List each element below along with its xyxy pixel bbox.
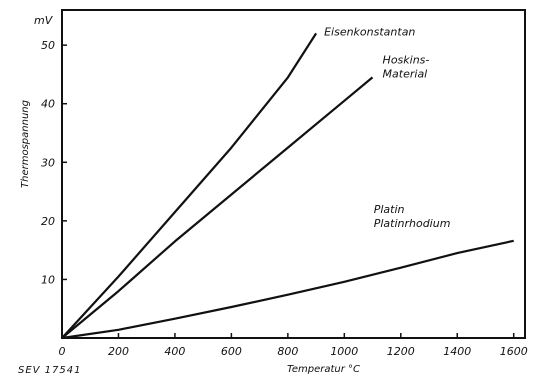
x-tick-label: 1000 <box>330 345 358 358</box>
series-label: Eisenkonstantan <box>324 25 415 38</box>
figure-id: SEV 17541 <box>18 365 82 376</box>
labels-group: mV Temperatur °C Thermospannung SEV 17541 Ei… <box>18 14 450 376</box>
x-tick-label: 1600 <box>500 345 528 358</box>
series-group <box>61 32 514 340</box>
plot-frame <box>61 9 526 339</box>
y-tick-label: 20 <box>41 215 55 228</box>
x-tick-label: 200 <box>108 345 129 358</box>
ticks-group: 0 200 400 600 800 1000 1200 1400 1600 10 20 30 40 50 <box>41 39 528 358</box>
series-line <box>61 32 318 339</box>
y-unit-label: mV <box>34 14 54 27</box>
series-label: Material <box>383 67 428 80</box>
x-tick-label: 0 <box>59 345 66 358</box>
x-tick-label: 1400 <box>443 345 471 358</box>
series-label: Platin <box>374 203 405 216</box>
x-tick-label: 1200 <box>387 345 415 358</box>
series-label: Hoskins- <box>383 53 430 66</box>
axes-group <box>61 9 526 339</box>
series-label: Platinrhodium <box>374 217 451 230</box>
x-axis-label: Temperatur °C <box>287 364 360 375</box>
x-tick-label: 800 <box>277 345 298 358</box>
y-axis-label: Thermospannung <box>20 100 31 188</box>
y-tick-label: 40 <box>41 98 55 111</box>
y-tick-label: 30 <box>41 156 55 169</box>
x-tick-label: 600 <box>221 345 242 358</box>
series-line <box>61 239 514 340</box>
y-tick-label: 50 <box>41 39 55 52</box>
y-tick-label: 10 <box>41 273 55 286</box>
x-tick-label: 400 <box>164 345 185 358</box>
series-line <box>61 76 374 339</box>
